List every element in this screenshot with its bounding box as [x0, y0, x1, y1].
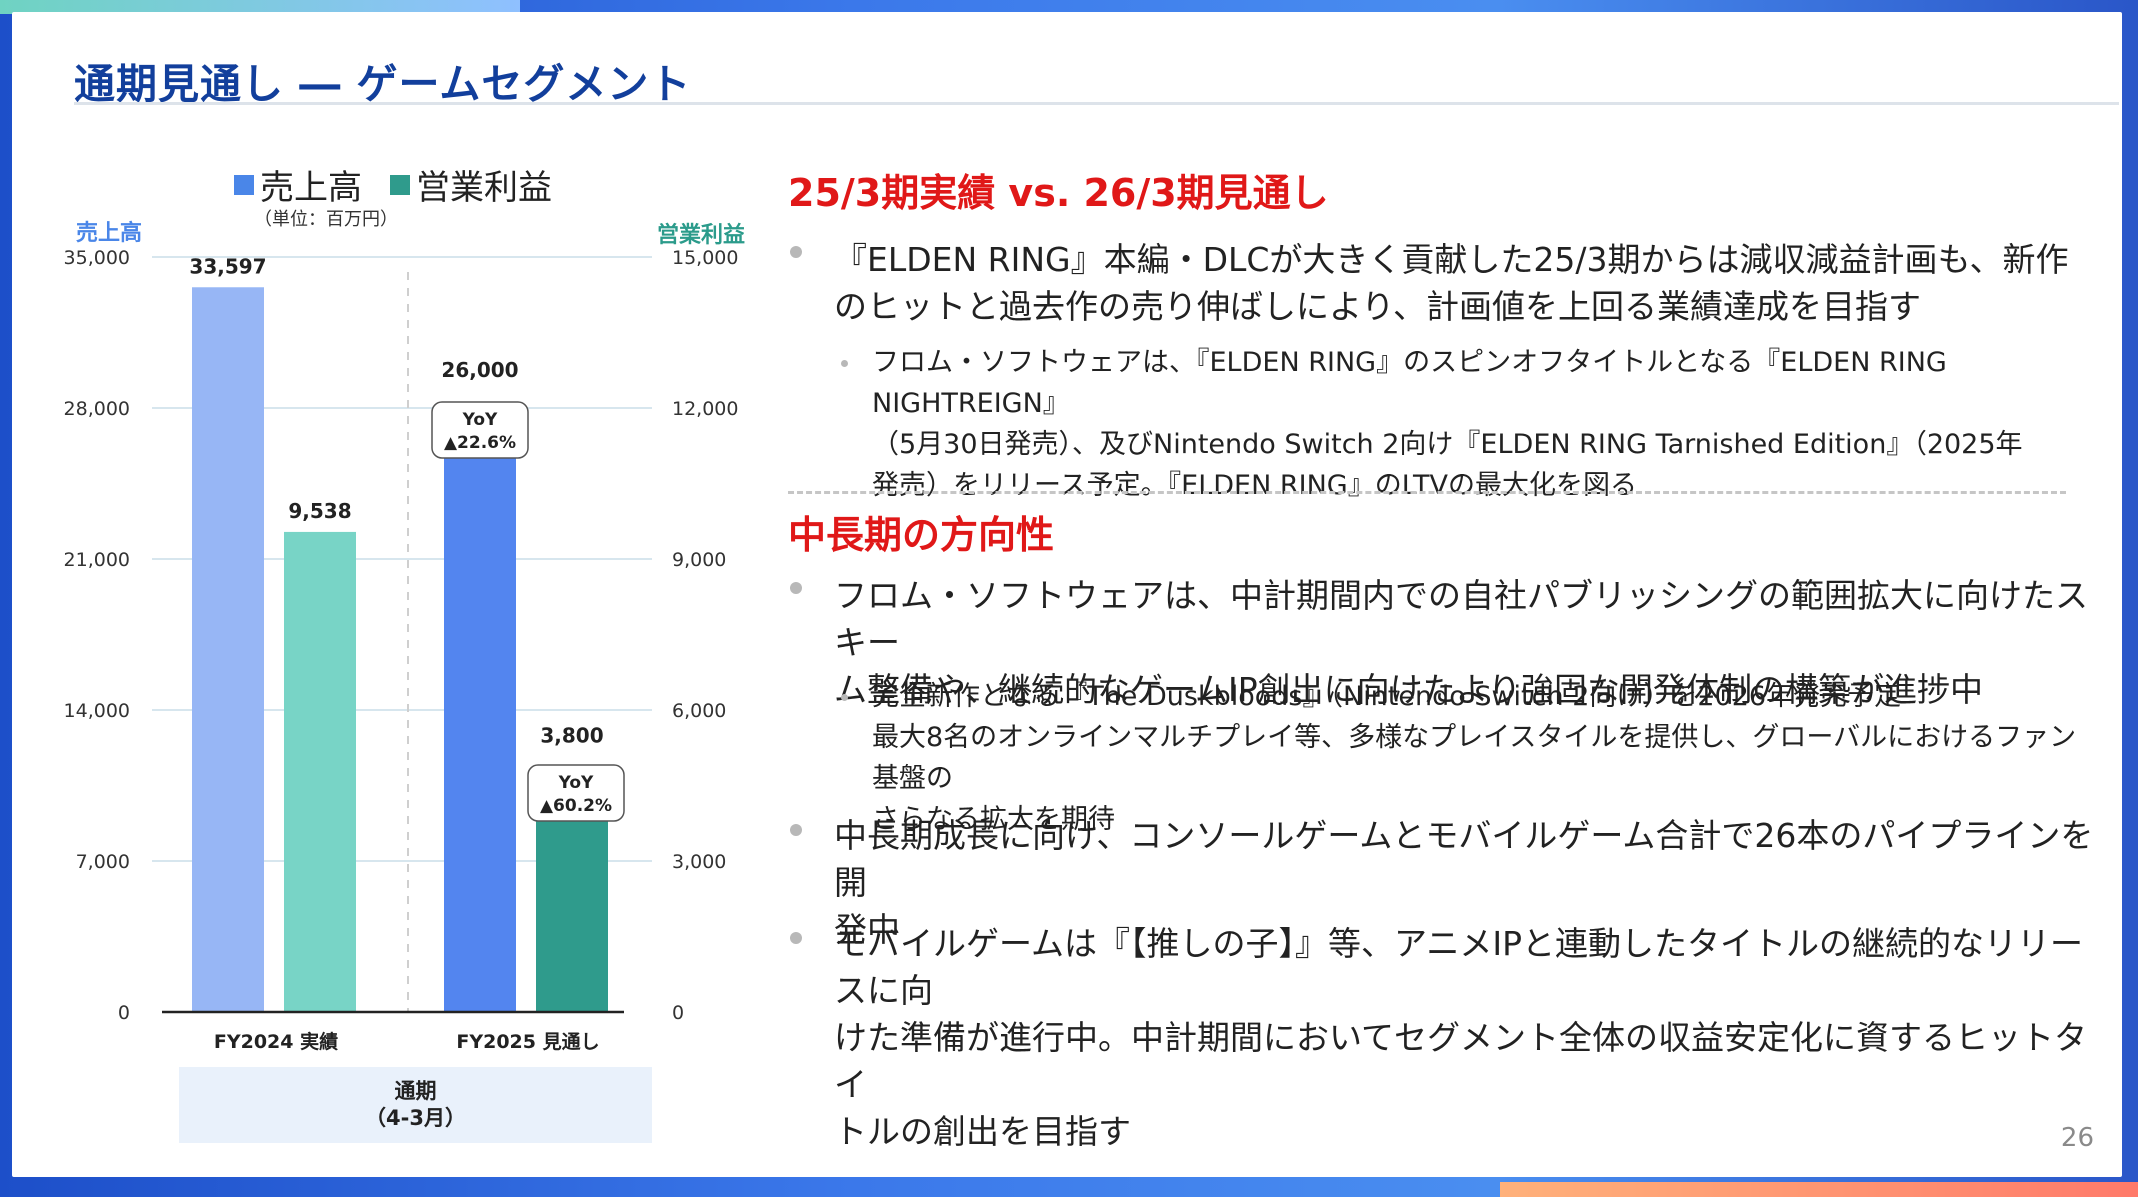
period-box: 通期 （4-3月） — [179, 1067, 652, 1143]
page-number: 26 — [2060, 1123, 2094, 1153]
yoy-callout-sales-value: ▲22.6% — [444, 433, 516, 453]
yoy-callout-sales-box — [431, 401, 529, 459]
page-title: 通期見通し ― ゲームセグメント — [74, 60, 692, 108]
bar-chart: 0 0 7,000 3,000 14,000 6,000 21,000 9,000 28,000… — [64, 247, 739, 1053]
section2-bullet1: フロム・ソフトウェアは、中計期間内での自社パブリッシングの範囲拡大に向けたスキー… — [834, 572, 2104, 713]
text-line: ム整備や、継続的なゲームIP創出に向けたより強固な開発体制の構築が進捗中 — [834, 670, 1983, 709]
left-tick-label: 14,000 — [64, 700, 130, 722]
right-tick-label: 12,000 — [672, 398, 738, 420]
left-tick-label: 0 — [118, 1002, 130, 1024]
left-tick-label: 7,000 — [76, 851, 130, 873]
left-tick-label: 21,000 — [64, 549, 130, 571]
bullet-dot — [790, 932, 802, 944]
legend-label-op: 営業利益 — [416, 168, 552, 208]
right-tick-label: 0 — [672, 1002, 684, 1024]
section1-sub1: フロム・ソフトウェアは、『ELDEN RING』のスピンオフタイトルとなる『EL… — [872, 342, 2102, 506]
chart-legend: 売上高 営業利益 — [234, 160, 552, 209]
text-line: さらなる拡大を期待 — [872, 804, 1115, 835]
legend-swatch-op — [390, 174, 410, 195]
section2-heading: 中長期の方向性 — [788, 513, 1055, 557]
data-label-op: 9,538 — [288, 499, 351, 523]
section2-sub1: 完全新作となる『The Duskbloods』（Nintendo Switch … — [872, 676, 2102, 840]
legend-item-op: 営業利益 — [390, 160, 552, 209]
section2-bullet2: 中長期成長に向け、コンソールゲームとモバイルゲーム合計で26本のパイプラインを開… — [834, 812, 2104, 953]
sub-bullet-dot — [841, 360, 848, 367]
text-line: フロム・ソフトウェアは、中計期間内での自社パブリッシングの範囲拡大に向けたスキー — [834, 576, 2088, 662]
slide: 通期見通し ― ゲームセグメント 0 0 7,000 3,000 14,000 6,000… — [12, 12, 2122, 1177]
legend-item-sales: 売上高 — [234, 160, 362, 209]
data-label-sales: 26,000 — [441, 358, 518, 382]
category-label: FY2024 実績 — [214, 1030, 338, 1053]
text-line: トルの創出を目指す — [834, 1112, 1131, 1151]
text-line: 『ELDEN RING』本編・DLCが大きく貢献した25/3期からは減収減益計画… — [834, 240, 2069, 279]
title-divider — [74, 102, 2119, 105]
right-tick-label: 6,000 — [672, 700, 726, 722]
text-line: モバイルゲームは『【推しの子】』等、アニメIPと連動したタイトルの継続的なリリー… — [834, 924, 2083, 1010]
section2-bullet3: モバイルゲームは『【推しの子】』等、アニメIPと連動したタイトルの継続的なリリー… — [834, 920, 2104, 1155]
bar-operating-profit — [284, 531, 356, 1012]
left-tick-label: 35,000 — [64, 247, 130, 269]
right-axis-title: 営業利益 — [657, 223, 746, 248]
unit-label: （単位：百万円） — [254, 209, 398, 230]
text-line: フロム・ソフトウェアは、『ELDEN RING』のスピンオフタイトルとなる『EL… — [872, 347, 1947, 419]
section-divider — [788, 491, 2066, 494]
section1-heading: 25/3期実績 vs. 26/3期見通し — [788, 171, 1329, 215]
period-range: （4-3月） — [365, 1106, 466, 1130]
text-line: 中長期成長に向け、コンソールゲームとモバイルゲーム合計で26本のパイプラインを開 — [834, 816, 2094, 902]
legend-swatch-sales — [234, 174, 254, 195]
section1-bullet1: 『ELDEN RING』本編・DLCが大きく貢献した25/3期からは減収減益計画… — [834, 236, 2104, 330]
left-axis-title: 売上高 — [76, 221, 143, 246]
bullet-dot — [790, 582, 802, 594]
right-tick-label: 15,000 — [672, 247, 738, 269]
category-label: FY2025 見通し — [456, 1031, 599, 1053]
text-line: のヒットと過去作の売り伸ばしにより、計画値を上回る業績達成を目指す — [834, 287, 1922, 326]
bullet-dot — [790, 824, 802, 836]
right-tick-label: 3,000 — [672, 851, 726, 873]
bar-operating-profit — [536, 820, 608, 1012]
sub-bullet-dot — [841, 694, 848, 701]
period-label: 通期 — [394, 1078, 437, 1103]
yoy-callout-sales-label: YoY — [462, 410, 498, 430]
legend-label-sales: 売上高 — [260, 168, 362, 208]
text-line: 完全新作となる『The Duskbloods』（Nintendo Switch … — [872, 681, 1902, 712]
text-line: （5月30日発売）、及びNintendo Switch 2向け『ELDEN RI… — [872, 429, 2023, 460]
yoy-callout-op-label: YoY — [558, 773, 594, 793]
data-label-sales: 33,597 — [189, 254, 266, 278]
bar-sales — [444, 451, 516, 1013]
text-line: 発中 — [834, 910, 900, 949]
yoy-callout-op-value: ▲60.2% — [540, 796, 612, 816]
yoy-callout-op-box — [527, 764, 625, 822]
text-line: 最大8名のオンラインマルチプレイ等、多様なプレイスタイルを提供し、グローバルにお… — [872, 722, 2077, 794]
background-accent-bottom — [1500, 1182, 2138, 1197]
text-line: けた準備が進行中。中計期間においてセグメント全体の収益安定化に資するヒットタイ — [834, 1018, 2088, 1104]
text-line: 発売）をリリース予定。『ELDEN RING』のLTVの最大化を図る — [872, 470, 1638, 501]
right-tick-label: 9,000 — [672, 549, 726, 571]
bullet-dot — [790, 246, 802, 258]
left-tick-label: 28,000 — [64, 398, 130, 420]
background-accent-top — [0, 0, 520, 14]
data-label-op: 3,800 — [540, 724, 603, 748]
bar-sales — [192, 287, 264, 1012]
